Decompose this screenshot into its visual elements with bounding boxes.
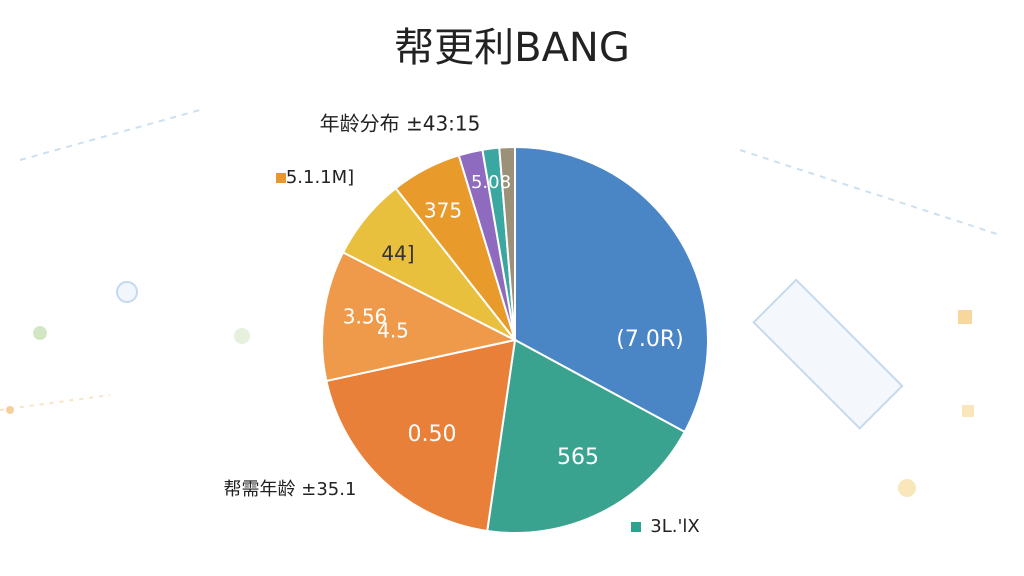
annotation: 3.56	[343, 305, 388, 329]
legend-marker	[631, 522, 641, 532]
pie-slice	[514, 145, 709, 434]
background-decor	[0, 109, 1001, 497]
annotation: 5.08	[471, 172, 511, 193]
pie-slice	[321, 251, 518, 383]
annotation: 5.1.1M]	[286, 167, 354, 188]
annotation: 0.50	[408, 422, 457, 447]
annotation: 375	[424, 199, 462, 223]
annotation: 565	[557, 445, 599, 470]
annotation: 4.5	[377, 319, 409, 343]
annotation: (7.0R)	[616, 327, 683, 352]
legend-marker	[276, 173, 286, 183]
annotation: 帮需年龄 ±35.1	[224, 479, 357, 500]
pie-slice	[325, 338, 517, 533]
chart-title: 帮更利BANG	[394, 25, 630, 71]
annotation: 年龄分布 ±43:15	[320, 112, 481, 136]
pie-slice	[498, 145, 516, 341]
annotation: 3L.'lX	[650, 516, 699, 537]
annotation: 44]	[381, 242, 414, 266]
pie-slice	[486, 338, 687, 534]
